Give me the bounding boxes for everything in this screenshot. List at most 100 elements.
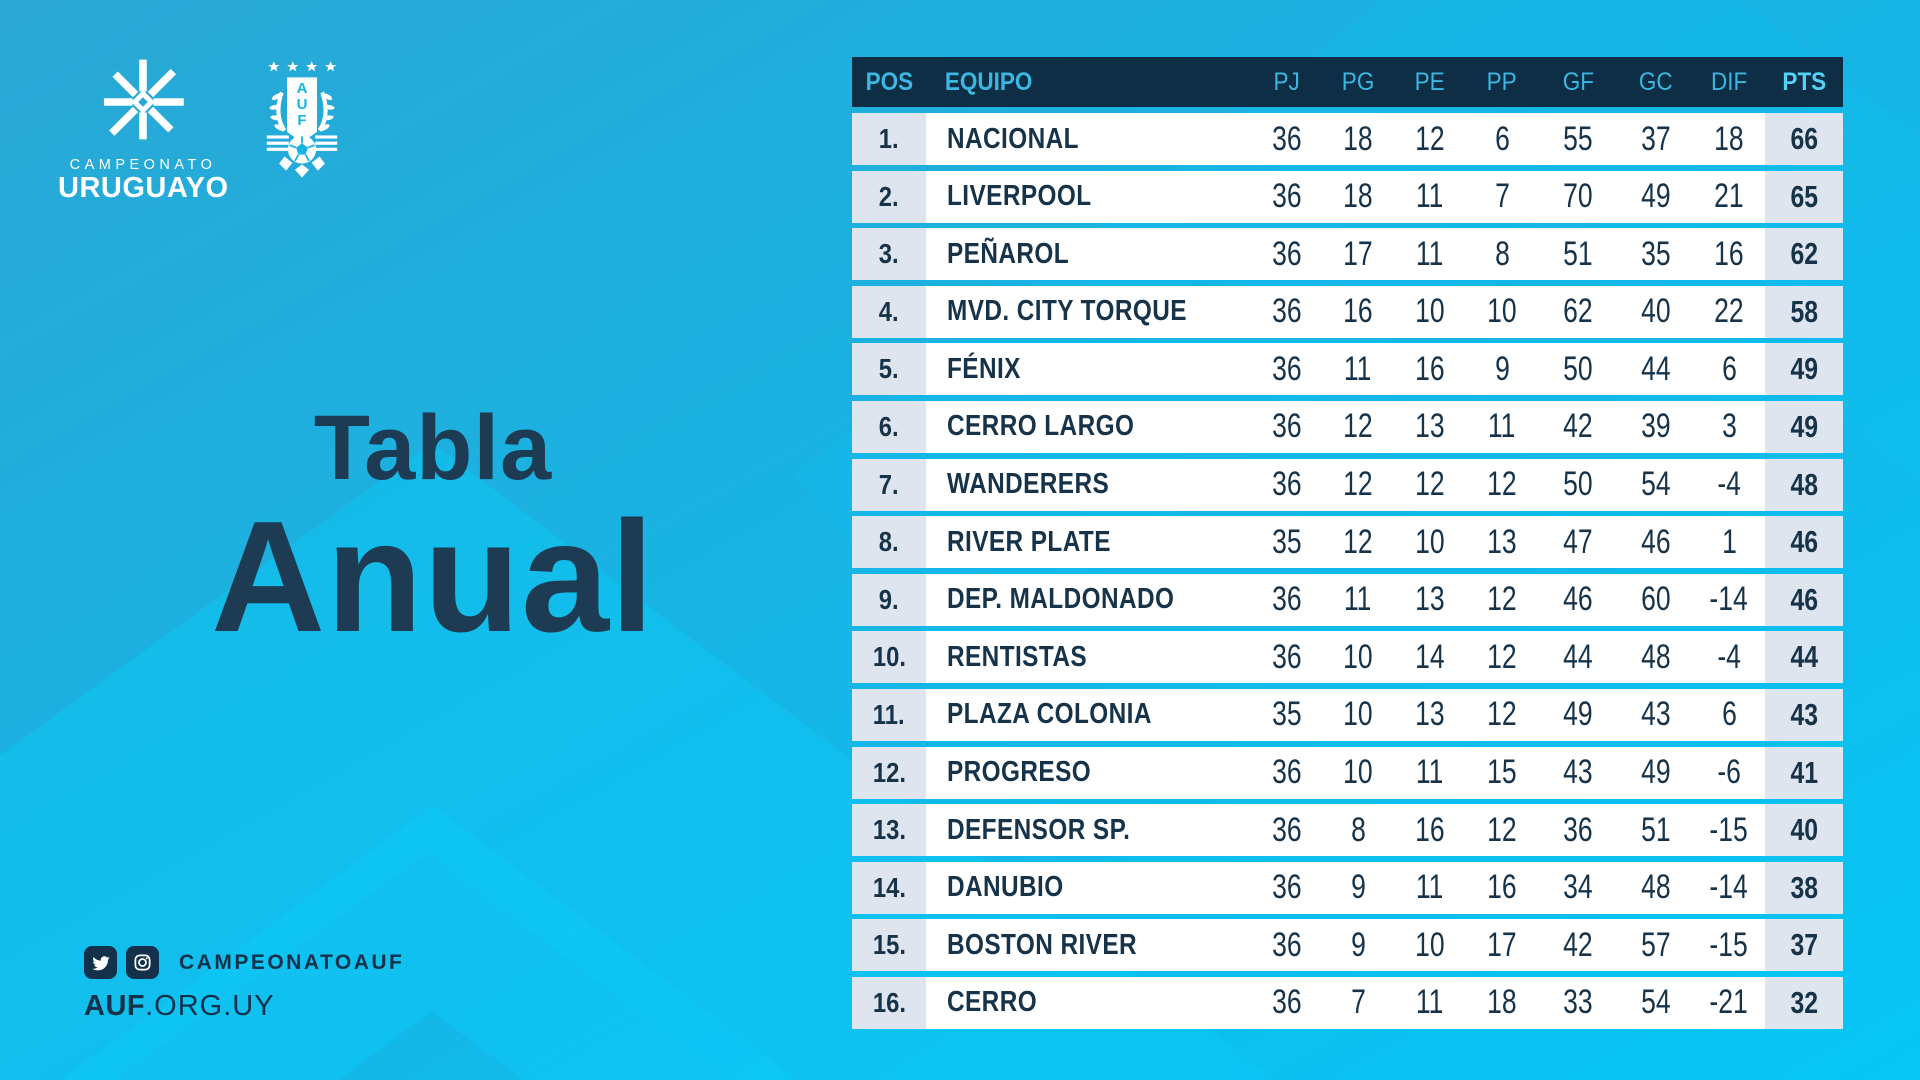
draws-cell: 10: [1415, 522, 1445, 561]
social-handle[interactable]: CAMPEONATOAUF: [179, 950, 405, 974]
website-url[interactable]: AUF.ORG.UY: [84, 990, 404, 1023]
goals-against-cell: 39: [1640, 407, 1671, 446]
wins-cell: 10: [1343, 695, 1373, 734]
position-cell: 13.: [852, 804, 926, 857]
draws-cell: 16: [1415, 810, 1445, 849]
table-header-row: POS EQUIPO PJ PG PE PP GF GC DIF PTS: [852, 57, 1843, 107]
goals-for-cell: 42: [1563, 925, 1593, 964]
svg-text:F: F: [297, 112, 306, 129]
position-cell: 15.: [852, 919, 926, 972]
played-cell: 36: [1272, 580, 1302, 619]
goal-diff-cell: -6: [1717, 753, 1741, 792]
team-name-cell: NACIONAL: [947, 122, 1079, 155]
goal-diff-cell: -4: [1717, 637, 1741, 676]
losses-cell: 13: [1487, 522, 1517, 561]
draws-cell: 13: [1415, 407, 1445, 446]
goal-diff-cell: -15: [1709, 810, 1749, 849]
goals-for-cell: 34: [1563, 868, 1593, 907]
table-row: 10. RENTISTAS 36 10 14 12 44 48 -4 44: [852, 631, 1843, 684]
goals-for-cell: 50: [1563, 349, 1593, 388]
goals-against-cell: 35: [1640, 234, 1671, 273]
campeonato-star-icon: [103, 59, 184, 140]
goals-against-cell: 49: [1640, 177, 1671, 216]
played-cell: 36: [1272, 810, 1302, 849]
header-pj: PJ: [1273, 67, 1301, 96]
team-name-cell: DEFENSOR SP.: [947, 813, 1131, 846]
draws-cell: 11: [1416, 234, 1444, 273]
goal-diff-cell: 6: [1721, 349, 1737, 388]
losses-cell: 12: [1487, 580, 1517, 619]
team-name-cell: WANDERERS: [947, 468, 1110, 501]
draws-cell: 13: [1415, 580, 1445, 619]
goals-against-cell: 54: [1640, 465, 1671, 504]
goal-diff-cell: 22: [1714, 292, 1744, 331]
wins-cell: 17: [1343, 234, 1373, 273]
losses-cell: 12: [1487, 695, 1517, 734]
points-cell: 46: [1765, 516, 1843, 569]
social-footer: CAMPEONATOAUF AUF.ORG.UY: [84, 946, 404, 1023]
goals-against-cell: 48: [1640, 637, 1671, 676]
played-cell: 36: [1272, 465, 1302, 504]
draws-cell: 12: [1415, 119, 1445, 158]
goal-diff-cell: -14: [1709, 868, 1749, 907]
played-cell: 36: [1272, 983, 1302, 1022]
table-row: 6. CERRO LARGO 36 12 13 11 42 39 3 49: [852, 400, 1843, 453]
poster-title: Tabla Anual: [148, 402, 718, 656]
title-line-anual: Anual: [211, 489, 655, 665]
goals-against-cell: 44: [1640, 349, 1671, 388]
team-name-cell: RENTISTAS: [947, 640, 1088, 673]
losses-cell: 18: [1487, 983, 1517, 1022]
twitter-icon[interactable]: [84, 946, 117, 979]
points-cell: 46: [1765, 573, 1843, 626]
played-cell: 36: [1272, 925, 1302, 964]
played-cell: 36: [1272, 349, 1302, 388]
position-cell: 4.: [852, 285, 926, 338]
table-body: 1. NACIONAL 36 18 12 6 55 37 18 66 2. LI…: [852, 113, 1843, 1029]
wins-cell: 7: [1350, 983, 1366, 1022]
table-row: 16. CERRO 36 7 11 18 33 54 -21 32: [852, 976, 1843, 1029]
points-cell: 49: [1765, 400, 1843, 453]
goals-for-cell: 33: [1563, 983, 1593, 1022]
position-cell: 12.: [852, 746, 926, 799]
position-cell: 2.: [852, 170, 926, 223]
losses-cell: 12: [1487, 637, 1517, 676]
position-cell: 8.: [852, 516, 926, 569]
played-cell: 36: [1272, 234, 1302, 273]
wins-cell: 16: [1343, 292, 1373, 331]
points-cell: 41: [1765, 746, 1843, 799]
team-name-cell: BOSTON RIVER: [947, 928, 1138, 961]
goals-for-cell: 49: [1563, 695, 1593, 734]
goals-against-cell: 51: [1640, 810, 1671, 849]
team-name-cell: RIVER PLATE: [947, 525, 1111, 558]
goals-for-cell: 51: [1563, 234, 1593, 273]
points-cell: 44: [1765, 631, 1843, 684]
goal-diff-cell: 21: [1714, 177, 1744, 216]
instagram-icon[interactable]: [126, 946, 159, 979]
goals-against-cell: 48: [1640, 868, 1671, 907]
goals-for-cell: 70: [1563, 177, 1593, 216]
wins-cell: 11: [1344, 580, 1372, 619]
svg-text:U: U: [297, 96, 308, 113]
team-name-cell: DEP. MALDONADO: [947, 583, 1175, 616]
goal-diff-cell: -15: [1709, 925, 1749, 964]
header-pts: PTS: [1782, 67, 1826, 96]
campeonato-wordmark-line1: CAMPEONATO: [69, 157, 217, 173]
losses-cell: 8: [1494, 234, 1510, 273]
table-row: 12. PROGRESO 36 10 11 15 43 49 -6 41: [852, 746, 1843, 799]
table-row: 7. WANDERERS 36 12 12 12 50 54 -4 48: [852, 458, 1843, 511]
played-cell: 36: [1272, 407, 1302, 446]
team-name-cell: PROGRESO: [947, 756, 1092, 789]
goals-for-cell: 46: [1563, 580, 1593, 619]
points-cell: 48: [1765, 458, 1843, 511]
wins-cell: 10: [1343, 637, 1373, 676]
table-row: 13. DEFENSOR SP. 36 8 16 12 36 51 -15 40: [852, 804, 1843, 857]
wins-cell: 10: [1343, 753, 1373, 792]
draws-cell: 12: [1415, 465, 1445, 504]
header-gc: GC: [1638, 67, 1673, 96]
team-name-cell: CERRO: [947, 986, 1038, 1019]
header-gf: GF: [1562, 67, 1594, 96]
losses-cell: 7: [1494, 177, 1510, 216]
position-cell: 11.: [852, 688, 926, 741]
draws-cell: 11: [1416, 868, 1444, 907]
